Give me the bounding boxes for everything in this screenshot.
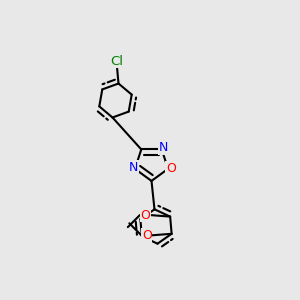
Text: N: N — [158, 141, 168, 154]
Text: N: N — [129, 161, 138, 174]
Text: O: O — [166, 162, 176, 176]
Text: O: O — [140, 208, 150, 222]
Text: Cl: Cl — [110, 55, 124, 68]
Text: O: O — [142, 229, 152, 242]
